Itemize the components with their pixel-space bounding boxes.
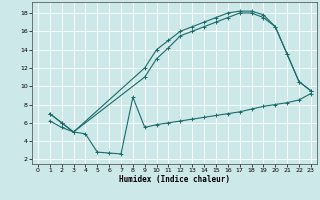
- X-axis label: Humidex (Indice chaleur): Humidex (Indice chaleur): [119, 175, 230, 184]
